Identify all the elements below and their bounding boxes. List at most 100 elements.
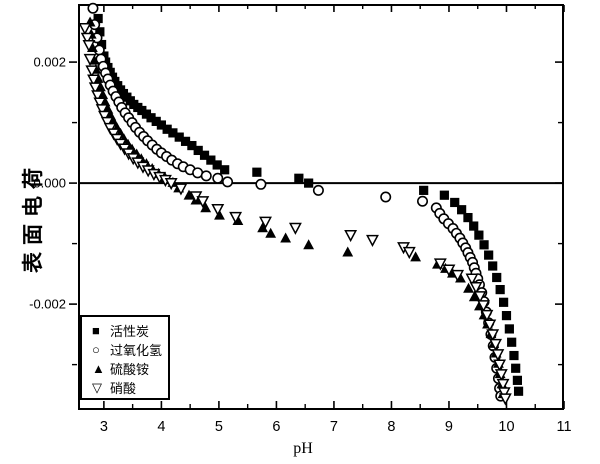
filled-triangle-up-point: [200, 202, 212, 213]
filled-square-point: [484, 250, 494, 260]
y-axis-title: 表面电荷: [22, 161, 45, 273]
y-tick-label: 0.002: [33, 55, 66, 70]
legend-label-nitric-acid: 硝酸: [110, 381, 137, 396]
open-triangle-down-point: [473, 291, 487, 304]
open-triangle-down-point: [91, 90, 105, 103]
open-triangle-down-point: [469, 282, 483, 295]
filled-square-point: [206, 155, 216, 165]
x-tick-label: 3: [100, 419, 108, 435]
legend-label-ammonium-sulfate: 硫酸铵: [110, 362, 150, 377]
filled-triangle-up-point: [183, 189, 195, 200]
open-circle-icon: ○: [92, 342, 100, 357]
open-triangle-down-point: [486, 329, 500, 342]
open-circle-point: [255, 178, 267, 190]
filled-square-point: [93, 13, 103, 24]
filled-triangle-up-point: [257, 222, 269, 233]
filled-square-point: [146, 113, 156, 123]
open-triangle-down-point: [493, 359, 507, 372]
open-circle-point: [200, 170, 212, 182]
filled-square-icon: ■: [92, 323, 100, 338]
open-triangle-down-point: [494, 369, 508, 382]
filled-square-point: [495, 284, 505, 295]
open-triangle-down-point: [480, 309, 494, 323]
filled-square-point: [304, 178, 314, 188]
filled-square-point: [174, 132, 184, 142]
filled-square-point: [151, 116, 161, 126]
open-triangle-down-point: [100, 116, 114, 129]
open-circle-point: [312, 184, 324, 196]
legend-label-hydrogen-peroxide: 过氧化氢: [110, 343, 163, 358]
filled-triangle-up-point: [410, 251, 422, 262]
open-triangle-down-point: [88, 82, 102, 95]
filled-square-point: [294, 173, 304, 183]
legend: ■ 活性炭 ○ 过氧化氢 ▲ 硫酸铵 ▽ 硝酸: [80, 315, 170, 400]
open-triangle-down-point: [489, 338, 503, 352]
filled-triangle-up-point: [303, 239, 315, 250]
filled-square-point: [156, 120, 166, 130]
open-circle-point: [212, 172, 224, 184]
legend-item: ▽ 硝酸: [92, 378, 168, 397]
filled-square-point: [509, 350, 519, 361]
filled-square-point: [457, 205, 467, 215]
x-tick-label: 8: [387, 419, 395, 435]
filled-square-point: [513, 386, 524, 396]
filled-triangle-icon: ▲: [92, 361, 105, 376]
filled-square-point: [193, 145, 203, 156]
filled-square-point: [463, 212, 473, 223]
open-circle-point: [222, 176, 234, 188]
filled-triangle-up-point: [280, 232, 292, 243]
legend-item: ■ 活性炭: [92, 321, 168, 340]
filled-triangle-up-point: [342, 246, 354, 257]
open-triangle-down-point: [483, 319, 497, 332]
open-circle-point: [417, 195, 429, 207]
filled-square-point: [141, 109, 152, 119]
open-triangle-down-point: [229, 211, 243, 224]
filled-square-point: [95, 27, 105, 37]
filled-square-point: [504, 324, 514, 334]
filled-square-point: [507, 337, 517, 347]
open-triangle-down-point: [477, 300, 490, 313]
filled-square-point: [419, 185, 429, 195]
legend-item: ▲ 硫酸铵: [92, 359, 168, 378]
open-triangle-down-point: [344, 229, 358, 243]
y-tick-label: 0.000: [33, 176, 66, 191]
filled-square-point: [488, 261, 498, 271]
legend-item: ○ 过氧化氢: [92, 340, 168, 359]
filled-square-point: [492, 272, 502, 283]
open-triangle-down-point: [83, 53, 97, 67]
filled-triangle-up-point: [265, 227, 277, 238]
filled-square-point: [199, 150, 210, 160]
filled-square-point: [512, 375, 523, 385]
filled-square-point: [212, 160, 222, 170]
x-tick-label: 10: [498, 419, 514, 435]
open-triangle-down-point: [98, 110, 111, 123]
x-tick-label: 9: [445, 419, 453, 435]
open-triangle-down-point: [496, 378, 510, 391]
open-triangle-down-point: [82, 39, 96, 53]
open-triangle-down-point: [465, 273, 479, 286]
filled-square-point: [168, 128, 178, 138]
filled-square-point: [220, 165, 230, 175]
open-triangle-down-point: [497, 387, 511, 400]
filled-square-point: [187, 140, 197, 151]
filled-triangle-up-point: [214, 209, 225, 220]
open-triangle-down-point: [211, 203, 225, 217]
open-triangle-down-point: [288, 222, 302, 235]
x-axis-title: pH: [293, 440, 313, 457]
filled-square-point: [501, 311, 512, 321]
filled-square-point: [450, 197, 460, 208]
filled-square-point: [474, 230, 484, 240]
open-triangle-down-point: [433, 258, 447, 271]
filled-square-point: [439, 190, 449, 200]
filled-triangle-up-point: [468, 291, 480, 302]
filled-square-point: [162, 124, 172, 134]
filled-square-point: [180, 136, 191, 146]
open-triangle-down-point: [491, 349, 505, 362]
open-triangle-down-point: [366, 234, 379, 247]
open-triangle-down-point: [85, 65, 99, 78]
open-triangle-down-icon: ▽: [92, 379, 102, 395]
filled-square-point: [96, 39, 107, 50]
open-triangle-down-point: [87, 74, 100, 87]
